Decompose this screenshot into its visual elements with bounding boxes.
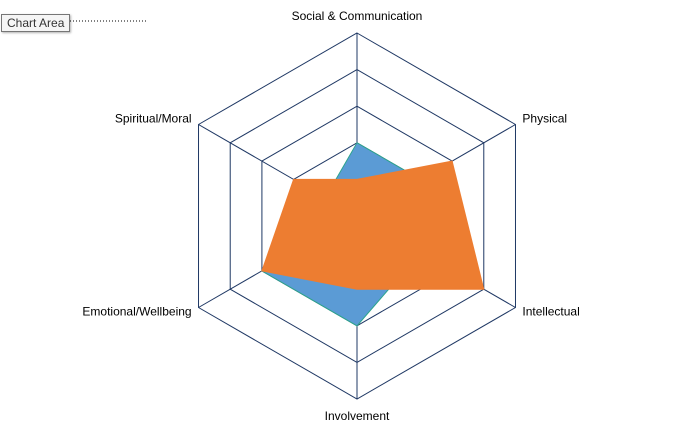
category-label: Intellectual [522, 305, 579, 319]
category-label: Physical [522, 112, 567, 126]
category-label: Involvement [325, 409, 390, 423]
category-label: Emotional/Wellbeing [82, 305, 191, 319]
category-label: Social & Communication [292, 9, 423, 23]
series-area [261, 160, 485, 290]
tooltip: Chart Area [1, 14, 71, 32]
category-label: Spiritual/Moral [115, 112, 192, 126]
